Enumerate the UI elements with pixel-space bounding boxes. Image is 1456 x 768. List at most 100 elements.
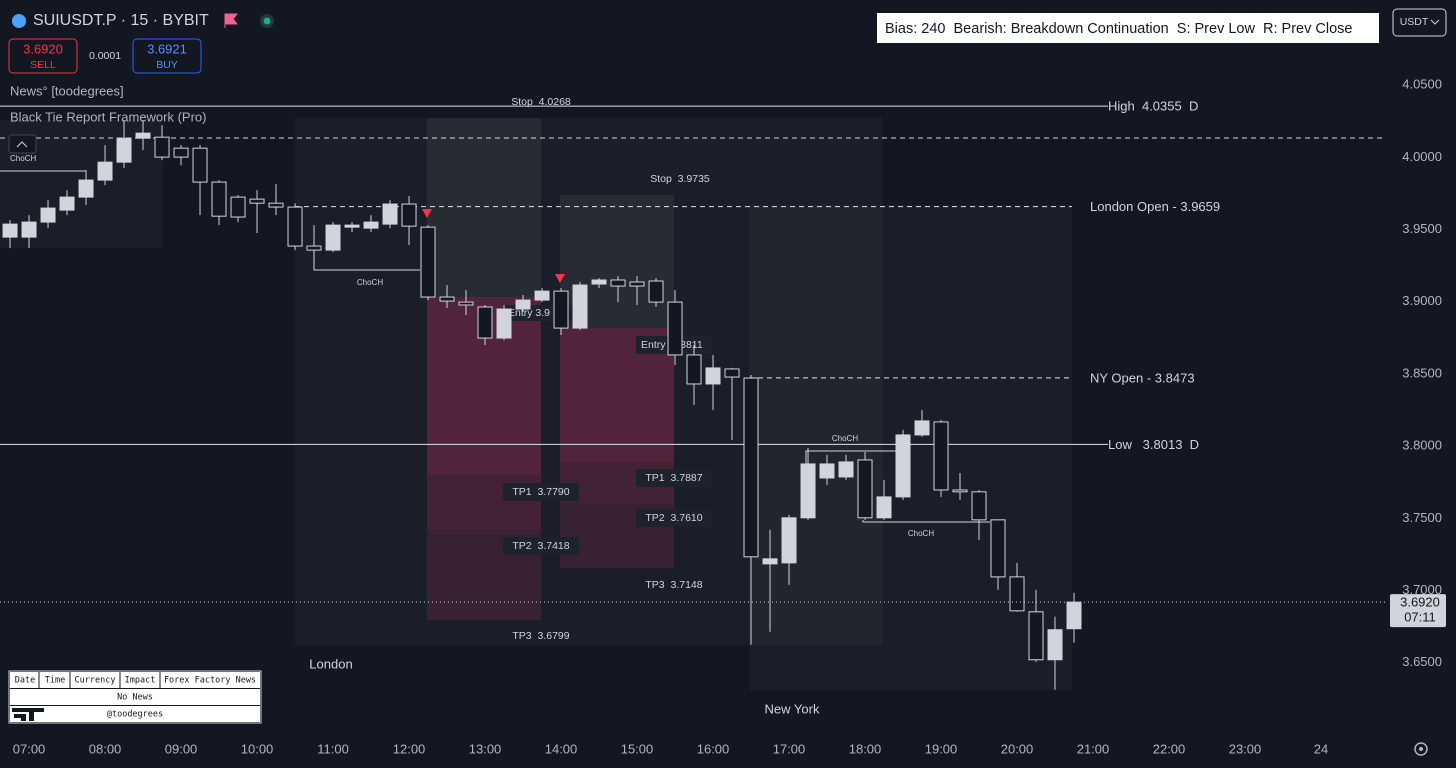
settings-icon (1419, 747, 1423, 751)
x-tick-label: 18:00 (849, 741, 882, 756)
label-bg (636, 469, 712, 487)
candle-body (135, 132, 151, 139)
flag-icon (224, 13, 239, 28)
candle-body (857, 459, 873, 519)
session-label: London (309, 656, 352, 671)
candle-body (401, 203, 417, 227)
candle-body (515, 299, 531, 310)
candle-body (667, 301, 683, 356)
news-col: Currency (75, 676, 116, 686)
candle-body (477, 306, 493, 339)
candle-body (40, 207, 56, 223)
x-tick-label: 09:00 (165, 741, 198, 756)
candle-body (952, 489, 968, 493)
news-col: Forex Factory News (164, 676, 256, 686)
y-tick-label: 3.9000 (1402, 293, 1442, 308)
candle-body (2, 223, 18, 238)
candle-body (211, 181, 227, 217)
x-tick-label: 07:00 (13, 741, 46, 756)
x-tick-label: 17:00 (773, 741, 806, 756)
sell-price[interactable]: 3.6920 (23, 41, 63, 56)
x-tick-label: 11:00 (317, 741, 349, 756)
indicator[interactable]: News° [toodegrees] (10, 83, 124, 98)
y-tick-label: 3.8500 (1402, 365, 1442, 380)
candle-body (78, 179, 94, 198)
candle-body (743, 377, 759, 558)
trade-label: Stop 3.9735 (650, 173, 710, 185)
label-bg (503, 537, 579, 555)
candle-body (553, 290, 569, 329)
currency-button[interactable] (1392, 8, 1447, 37)
x-tick-label: 12:00 (393, 741, 426, 756)
indicator[interactable]: Black Tie Report Framework (Pro) (10, 109, 207, 124)
news-row (10, 689, 260, 705)
label-bg (636, 509, 712, 527)
choch-line (805, 450, 901, 464)
candle-body (572, 284, 588, 329)
candle-body (382, 203, 398, 225)
level-label: Low 3.8013 D (1108, 437, 1199, 452)
candle-body (705, 367, 721, 385)
news-col: Time (45, 676, 65, 686)
candle-body (971, 491, 987, 521)
candle-body (1066, 601, 1082, 630)
candle-body (914, 420, 930, 436)
x-tick-label: 15:00 (621, 741, 654, 756)
candle-body (116, 137, 132, 163)
buy-price[interactable]: 3.6921 (147, 41, 187, 56)
y-tick-label: 3.9500 (1402, 221, 1442, 236)
candle-body (648, 280, 664, 303)
symbol-icon (12, 14, 26, 28)
x-tick-label: 10:00 (241, 741, 274, 756)
news-footer (10, 706, 260, 722)
candle-body (933, 421, 949, 491)
collapse-button[interactable] (8, 134, 37, 154)
candle-body (1009, 576, 1025, 612)
candle-body (325, 224, 341, 251)
candle-body (287, 206, 303, 247)
level-label: London Open - 3.9659 (1090, 199, 1220, 214)
candle-body (458, 301, 474, 306)
symbol: SUIUSDT.P · 15 · BYBIT (33, 12, 209, 29)
label-bg (503, 483, 579, 501)
choch-label: ChoCH (832, 434, 858, 443)
x-tick-label: 19:00 (925, 741, 958, 756)
x-tick-label: 23:00 (1229, 741, 1262, 756)
candle-body (306, 245, 322, 251)
choch-line (862, 520, 990, 523)
y-tick-label: 4.0500 (1402, 77, 1442, 92)
candle-body (781, 517, 797, 564)
candle-body (1028, 611, 1044, 661)
trade-label: TP3 3.7148 (645, 579, 702, 591)
candle-body (610, 279, 626, 287)
x-tick-label: 21:00 (1077, 741, 1110, 756)
sell-button[interactable] (8, 38, 78, 74)
currency[interactable]: USDT (1400, 16, 1429, 28)
settings-icon[interactable] (1414, 742, 1428, 756)
candle-body (629, 281, 645, 287)
buy-button[interactable] (132, 38, 202, 74)
candle-body (344, 224, 360, 228)
bias-box (877, 13, 1379, 43)
news-item: No News (117, 693, 153, 703)
level-label: High 4.0355 D (1108, 99, 1198, 114)
trade-label: TP2 3.7610 (645, 512, 702, 524)
candle-body (895, 434, 911, 498)
y-tick-label: 3.7500 (1402, 510, 1442, 525)
x-tick-label: 14:00 (545, 741, 578, 756)
trade-label: TP2 3.7418 (512, 540, 569, 552)
sell-label[interactable]: SELL (30, 59, 56, 71)
news-footer-text: @toodegrees (107, 710, 163, 720)
signal-marker (555, 274, 565, 283)
choch-label: ChoCH (908, 529, 934, 538)
candle-body (819, 463, 835, 479)
buy-label[interactable]: BUY (156, 59, 178, 71)
session-label: New York (765, 701, 820, 716)
choch-label: ChoCH (357, 278, 383, 287)
candle-body (420, 226, 436, 298)
logo (12, 708, 44, 721)
candle-body (496, 308, 512, 339)
bias-text: Bias: 240 Bearish: Breakdown Continuatio… (885, 21, 1352, 37)
candle-body (534, 290, 550, 301)
